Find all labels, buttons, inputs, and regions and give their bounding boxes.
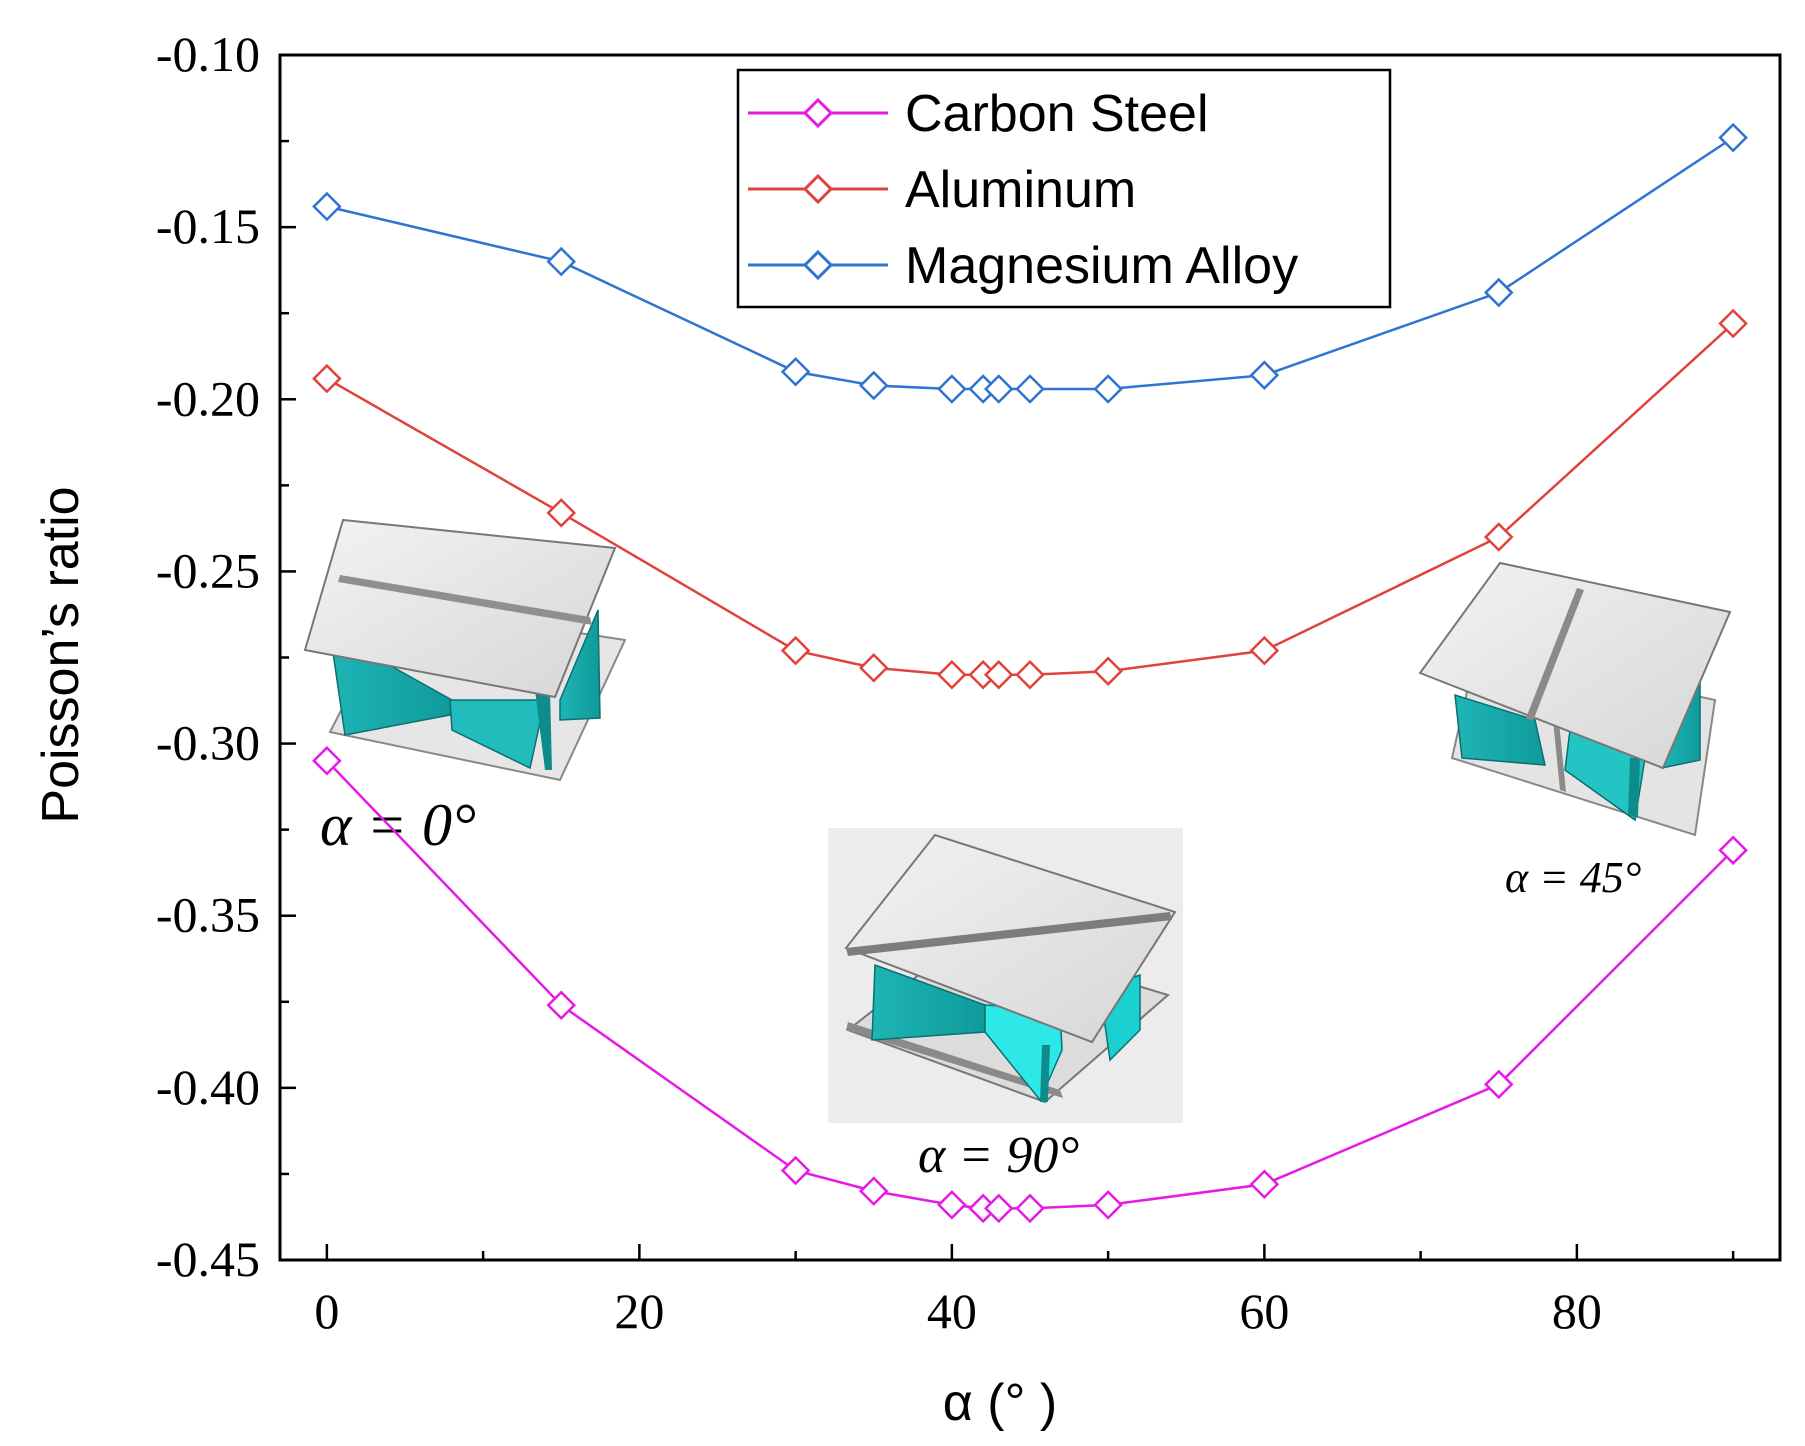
- data-point-aluminum: [1015, 659, 1045, 690]
- data-point-carbon-steel: [1718, 835, 1748, 866]
- y-axis-title: Poisson’s ratio: [32, 486, 90, 823]
- data-point-carbon-steel: [1015, 1193, 1045, 1224]
- x-axis-ticks: 0 20 40 60 80: [314, 1244, 1735, 1339]
- data-point-carbon-steel: [983, 1193, 1014, 1224]
- x-tick-label: 20: [614, 1283, 664, 1339]
- y-axis-ticks: -0.10 -0.15 -0.20 -0.25 -0.30 -0.35 -0.40 -0.45: [156, 26, 296, 1287]
- legend-label-carbon-steel: Carbon Steel: [905, 85, 1209, 143]
- y-tick-label: -0.40: [156, 1059, 260, 1115]
- data-point-aluminum: [546, 498, 577, 528]
- data-point-aluminum: [780, 635, 811, 666]
- inset-structure-90deg: [1418, 561, 1732, 837]
- data-point-magnesium-alloy: [546, 246, 577, 277]
- data-point-aluminum: [1093, 656, 1123, 687]
- data-point-carbon-steel: [312, 746, 342, 776]
- inset-label-90deg: α = 45°: [1505, 853, 1641, 902]
- data-point-aluminum: [312, 363, 342, 394]
- legend-marker-aluminum: [802, 173, 834, 205]
- inset-label-45deg: α = 90°: [918, 1127, 1079, 1184]
- y-tick-label: -0.35: [156, 887, 260, 943]
- data-point-carbon-steel: [1093, 1190, 1123, 1220]
- legend: Carbon Steel Aluminum Magnesium Alloy: [736, 68, 1392, 309]
- data-point-aluminum: [1718, 308, 1748, 339]
- data-point-magnesium-alloy: [1249, 360, 1280, 390]
- legend-label-aluminum: Aluminum: [905, 161, 1136, 219]
- data-point-magnesium-alloy: [1483, 277, 1514, 308]
- data-point-aluminum: [1483, 522, 1514, 552]
- legend-marker-magnesium-alloy: [802, 249, 834, 281]
- data-point-magnesium-alloy: [312, 191, 342, 222]
- data-point-magnesium-alloy: [1718, 122, 1748, 153]
- data-point-carbon-steel: [1483, 1069, 1514, 1100]
- x-axis-title: α (° ): [943, 1374, 1057, 1432]
- data-point-magnesium-alloy: [983, 374, 1014, 404]
- y-tick-label: -0.25: [156, 542, 260, 598]
- data-point-magnesium-alloy: [780, 356, 811, 387]
- data-point-aluminum: [1249, 635, 1280, 666]
- x-tick-label: 80: [1552, 1283, 1602, 1339]
- data-point-magnesium-alloy: [1093, 374, 1123, 404]
- data-point-carbon-steel: [1249, 1169, 1280, 1200]
- data-point-magnesium-alloy: [937, 374, 967, 404]
- data-point-carbon-steel: [546, 990, 577, 1020]
- inset-label-0deg: α = 0°: [320, 792, 476, 858]
- y-tick-label: -0.20: [156, 370, 260, 426]
- x-tick-label: 0: [314, 1283, 339, 1339]
- legend-marker-carbon-steel: [802, 97, 834, 129]
- data-point-carbon-steel: [780, 1155, 811, 1186]
- data-point-aluminum: [858, 653, 889, 683]
- data-point-carbon-steel: [858, 1176, 889, 1206]
- x-tick-label: 60: [1239, 1283, 1289, 1339]
- inset-structure-0deg: [303, 518, 627, 782]
- y-tick-label: -0.15: [156, 198, 260, 254]
- legend-label-magnesium-alloy: Magnesium Alloy: [905, 237, 1298, 295]
- data-point-magnesium-alloy: [858, 370, 889, 401]
- series-layer: [312, 122, 1748, 1224]
- x-tick-label: 40: [927, 1283, 977, 1339]
- data-point-aluminum: [983, 659, 1014, 690]
- data-point-aluminum: [937, 659, 967, 690]
- data-point-magnesium-alloy: [1015, 374, 1045, 404]
- y-tick-label: -0.30: [156, 715, 260, 771]
- y-tick-label: -0.10: [156, 26, 260, 82]
- inset-structure-45deg: [828, 828, 1183, 1123]
- y-tick-label: -0.45: [156, 1231, 260, 1287]
- data-point-carbon-steel: [937, 1190, 967, 1220]
